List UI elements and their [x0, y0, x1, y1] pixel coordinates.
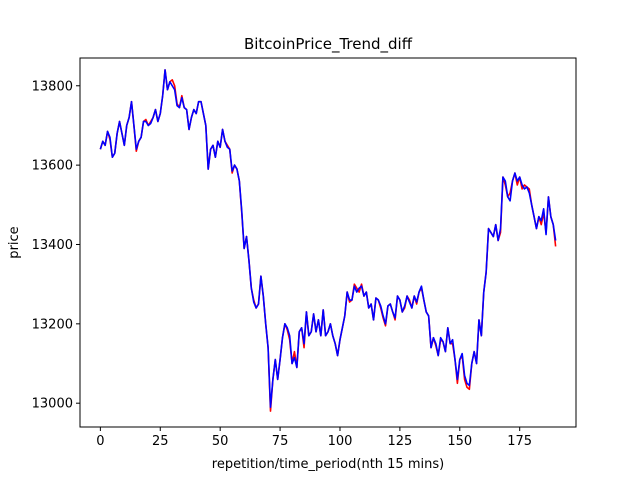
y-tick-label: 13600 — [32, 159, 73, 174]
x-tick-label: 75 — [272, 434, 289, 449]
x-axis-ticks: 0 25 50 75 100 125 150 175 — [96, 427, 532, 449]
y-axis-ticks: 13000 13200 13400 13600 13800 — [32, 79, 80, 412]
x-tick-label: 175 — [507, 434, 532, 449]
y-axis-label: price — [7, 226, 22, 258]
chart-title: BitcoinPrice_Trend_diff — [244, 35, 413, 54]
y-tick-label: 13000 — [32, 397, 73, 412]
series-line-2 — [99, 69, 557, 408]
x-tick-label: 150 — [447, 434, 472, 449]
y-tick-label: 13200 — [32, 317, 73, 332]
y-tick-label: 13800 — [32, 79, 73, 94]
x-tick-label: 25 — [152, 434, 169, 449]
x-tick-label: 125 — [387, 434, 412, 449]
y-tick-label: 13400 — [32, 238, 73, 253]
x-axis-label: repetition/time_period(nth 15 mins) — [212, 457, 444, 472]
axes-frame — [79, 57, 577, 428]
x-tick-label: 100 — [328, 434, 353, 449]
plot-layer — [99, 69, 557, 412]
x-tick-label: 50 — [212, 434, 229, 449]
x-tick-label: 0 — [96, 434, 104, 449]
